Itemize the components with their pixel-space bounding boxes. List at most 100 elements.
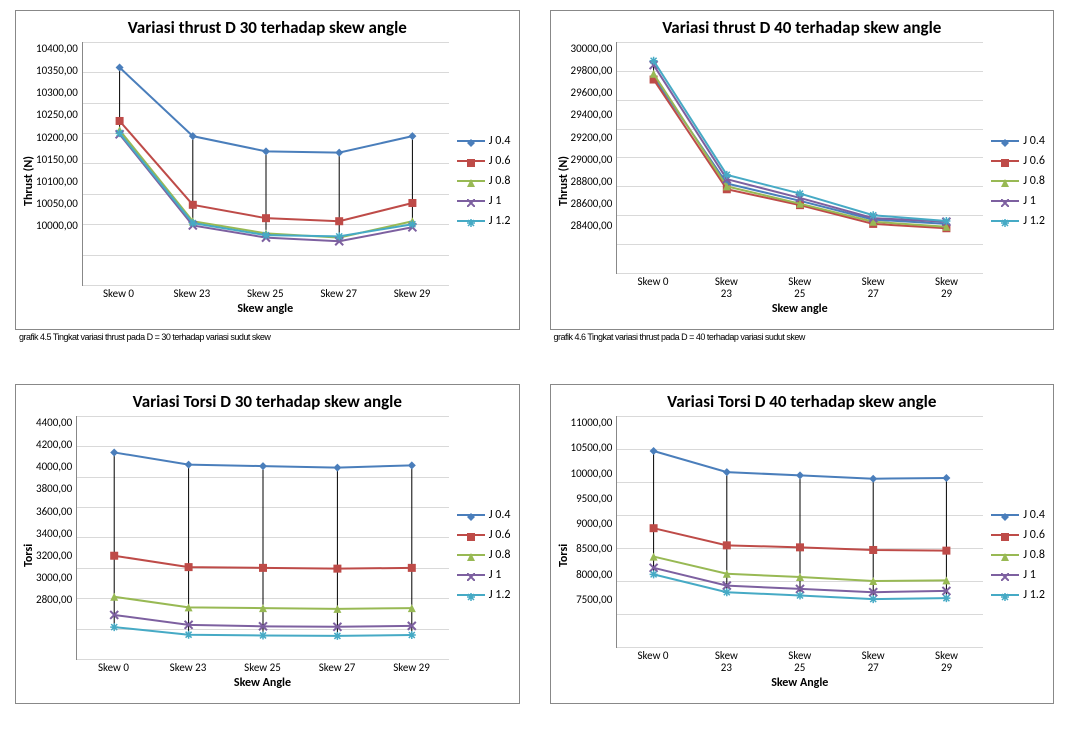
series-marker-J06 [259, 564, 267, 572]
y-tick-label: 10000,00 [36, 219, 78, 232]
series-marker-J04 [408, 461, 416, 469]
legend-swatch-line [457, 514, 485, 516]
legend-item: J 0.4 [457, 508, 511, 522]
legend-swatch-line [991, 594, 1019, 596]
series-marker-J12 [796, 592, 804, 600]
y-tick-label: 10500,00 [571, 441, 613, 454]
chart-caption: grafik 4.6 Tingkat variasi thrust pada D… [550, 330, 1055, 344]
series-line-J04 [119, 68, 412, 153]
legend-swatch-line [991, 140, 1019, 142]
series-svg [83, 42, 449, 285]
series-marker-J06 [110, 552, 118, 560]
series-marker-J04 [185, 461, 193, 469]
y-tick-label: 29400,00 [571, 108, 613, 121]
legend-item: J 1 [991, 568, 1045, 582]
series-marker-J12 [943, 594, 951, 602]
y-tick-label: 2800,00 [36, 593, 72, 606]
legend-item: J 0.6 [457, 154, 511, 168]
x-ticks: Skew 0Skew 23Skew 25Skew 27Skew 29 [82, 286, 449, 300]
series-svg [77, 416, 449, 659]
series-marker-J12 [723, 588, 731, 596]
chart-title: Variasi Torsi D 30 terhadap skew angle [16, 385, 519, 416]
legend-marker-icon [467, 157, 475, 165]
y-axis-label: Thrust (N) [557, 42, 571, 320]
legend-label: J 0.6 [1023, 528, 1045, 542]
x-tick-label: Skew29 [910, 276, 983, 300]
chart-panel: Variasi Torsi D 40 terhadap skew angle T… [550, 384, 1055, 718]
y-tick-label: 10000,00 [571, 467, 613, 480]
legend-item: J 0.6 [991, 528, 1045, 542]
series-marker-J12 [335, 232, 343, 240]
legend-label: J 0.4 [1023, 134, 1045, 148]
legend-marker-icon [1001, 551, 1009, 559]
legend: J 0.4 J 0.6 J 0.8 J 1 [449, 42, 513, 320]
legend-swatch-line [457, 180, 485, 182]
series-marker-J04 [650, 447, 658, 455]
legend-label: J 1 [489, 568, 502, 582]
legend-marker-icon [1001, 511, 1009, 519]
y-tick-label: 28800,00 [571, 175, 613, 188]
legend-item: J 0.6 [457, 528, 511, 542]
x-axis-label: Skew angle [82, 300, 449, 320]
y-tick-label: 10100,00 [36, 175, 78, 188]
legend-label: J 1.2 [1023, 588, 1045, 602]
x-tick-label: Skew 29 [374, 662, 449, 674]
legend-label: J 0.8 [1023, 548, 1045, 562]
x-tick-label: Skew23 [690, 276, 763, 300]
legend-marker-icon [467, 177, 475, 185]
y-tick-label: 4200,00 [36, 438, 72, 451]
legend-marker-icon [1001, 531, 1009, 539]
x-ticks: Skew 0Skew 23Skew 25Skew 27Skew 29 [76, 660, 449, 674]
legend-item: J 0.8 [457, 174, 511, 188]
y-tick-label: 8500,00 [576, 542, 612, 555]
legend-swatch-line [991, 160, 1019, 162]
legend-marker-icon [1001, 591, 1009, 599]
legend-swatch-line [991, 574, 1019, 576]
legend-label: J 0.4 [489, 508, 511, 522]
legend-marker-icon [467, 591, 475, 599]
legend-item: J 1.2 [991, 588, 1045, 602]
x-tick-label: Skew 25 [229, 288, 302, 300]
legend-marker-icon [467, 531, 475, 539]
y-axis-label: Torsi [22, 416, 36, 694]
legend-marker-icon [1001, 571, 1009, 579]
legend-item: J 1.2 [991, 214, 1045, 228]
legend-swatch-line [457, 594, 485, 596]
x-tick-label: Skew29 [910, 650, 983, 674]
series-marker-J04 [335, 149, 343, 157]
legend-label: J 0.4 [489, 134, 511, 148]
series-marker-J06 [185, 563, 193, 571]
legend-marker-icon [467, 217, 475, 225]
series-marker-J06 [408, 199, 416, 207]
x-tick-label: Skew 27 [300, 662, 375, 674]
legend-item: J 1 [991, 194, 1045, 208]
series-marker-J06 [943, 547, 951, 555]
legend: J 0.4 J 0.6 J 0.8 J 1 [449, 416, 513, 694]
y-tick-label: 3000,00 [36, 571, 72, 584]
legend-marker-icon [467, 197, 475, 205]
series-marker-J12 [869, 595, 877, 603]
legend-marker-icon [1001, 217, 1009, 225]
x-tick-label: Skew 25 [225, 662, 300, 674]
y-tick-label: 10150,00 [36, 153, 78, 166]
y-tick-label: 29600,00 [571, 86, 613, 99]
chart-caption: grafik 4.5 Tingkat variasi thrust pada D… [15, 330, 520, 344]
x-tick-label: Skew 0 [616, 650, 689, 674]
series-marker-J12 [408, 220, 416, 228]
y-tick-label: 7500,00 [576, 593, 612, 606]
legend-swatch-line [457, 200, 485, 202]
y-tick-label: 10350,00 [36, 64, 78, 77]
legend-label: J 1 [1023, 568, 1036, 582]
legend-swatch-line [457, 574, 485, 576]
legend-swatch-line [457, 140, 485, 142]
series-marker-J06 [115, 117, 123, 125]
series-marker-J04 [869, 475, 877, 483]
x-tick-label: Skew 27 [302, 288, 375, 300]
x-axis-label: Skew angle [616, 300, 983, 320]
series-marker-J06 [408, 564, 416, 572]
chart-caption [550, 704, 1055, 708]
x-tick-label: Skew 0 [76, 662, 151, 674]
legend-swatch-line [457, 160, 485, 162]
chart-panel: Variasi thrust D 30 terhadap skew angle … [15, 10, 520, 344]
series-marker-J06 [262, 214, 270, 222]
